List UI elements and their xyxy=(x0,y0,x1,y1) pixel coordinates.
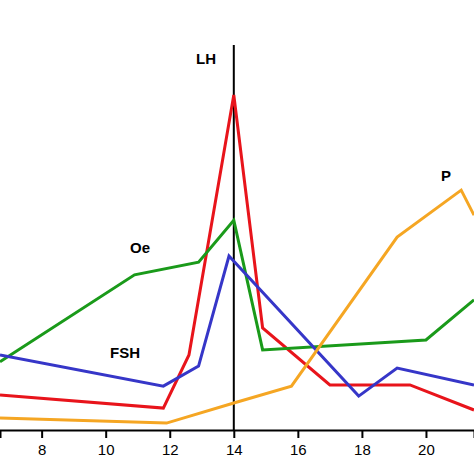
chart: LH Oe FSH P 8 10 12 14 16 18 20 xyxy=(0,0,474,474)
x-tick-label: 16 xyxy=(290,441,307,458)
x-tick-label: 20 xyxy=(418,441,435,458)
x-tick: 12 xyxy=(162,430,179,458)
x-axis: 8 10 12 14 16 18 20 xyxy=(1,430,474,458)
series-line xyxy=(0,95,474,410)
x-tick-label: 14 xyxy=(226,441,243,458)
series-label: LH xyxy=(196,50,216,67)
x-tick-mark xyxy=(361,430,363,438)
x-tick-label: 8 xyxy=(38,441,46,458)
x-tick-label: 10 xyxy=(98,441,115,458)
x-tick-mark xyxy=(233,430,235,438)
series-label: P xyxy=(441,167,451,184)
x-tick: 20 xyxy=(418,430,435,458)
x-tick-label: 18 xyxy=(354,441,371,458)
series-label: Oe xyxy=(130,239,150,256)
x-tick: 10 xyxy=(98,430,115,458)
series-line xyxy=(0,220,474,362)
x-tick: 8 xyxy=(38,430,46,458)
x-tick-mark xyxy=(41,430,43,438)
x-axis-line xyxy=(1,431,474,439)
x-tick: 16 xyxy=(290,430,307,458)
x-tick: 18 xyxy=(354,430,371,458)
x-tick-label: 12 xyxy=(162,441,179,458)
plot-area xyxy=(0,45,474,430)
series-line xyxy=(0,190,474,423)
series-labels: LH Oe FSH P xyxy=(110,50,451,361)
x-tick-mark xyxy=(297,430,299,438)
x-tick-mark xyxy=(425,430,427,438)
x-tick: 14 xyxy=(226,430,243,458)
series-line xyxy=(0,256,474,396)
x-tick-mark xyxy=(169,430,171,438)
series-label: FSH xyxy=(110,344,140,361)
x-tick-mark xyxy=(105,430,107,438)
